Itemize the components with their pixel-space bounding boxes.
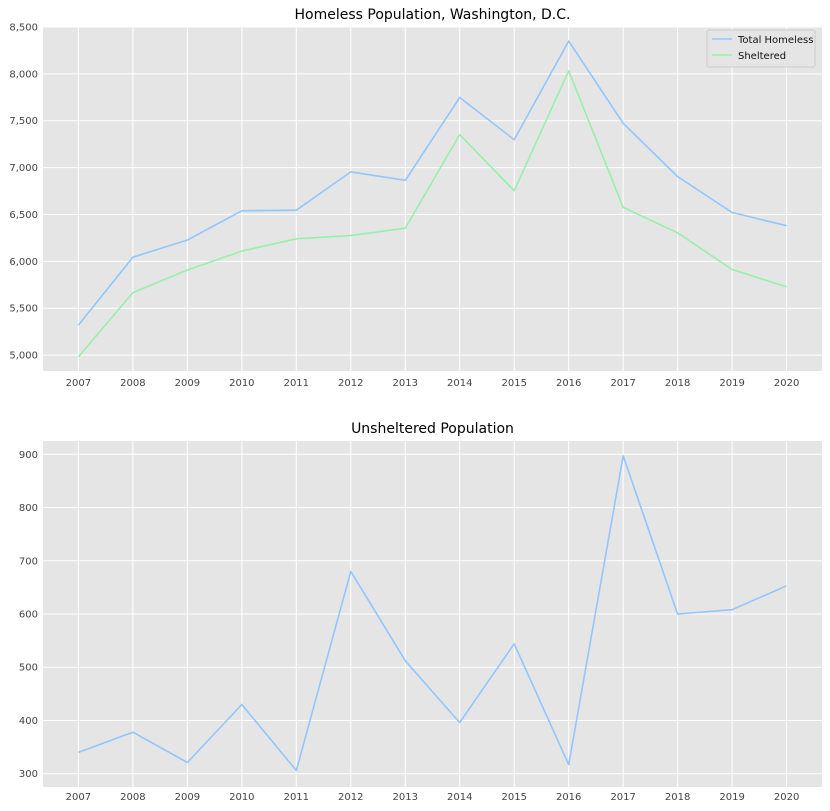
x-tick-label: 2017 — [610, 378, 635, 389]
y-tick-label: 400 — [19, 716, 38, 727]
x-tick-label: 2013 — [393, 378, 418, 389]
x-tick-label: 2020 — [774, 378, 799, 389]
chart-title: Unsheltered Population — [351, 421, 514, 437]
x-tick-label: 2015 — [501, 792, 526, 803]
y-tick-label: 700 — [19, 556, 38, 567]
x-tick-label: 2008 — [120, 378, 145, 389]
x-tick-label: 2019 — [719, 378, 744, 389]
x-tick-label: 2019 — [719, 792, 744, 803]
x-tick-label: 2018 — [665, 792, 690, 803]
x-tick-label: 2007 — [66, 378, 91, 389]
y-tick-label: 5,000 — [9, 351, 38, 362]
x-tick-label: 2012 — [338, 378, 363, 389]
y-tick-label: 800 — [19, 503, 38, 514]
x-tick-label: 2014 — [447, 792, 472, 803]
x-tick-label: 2016 — [556, 792, 581, 803]
x-tick-label: 2016 — [556, 378, 581, 389]
legend: Total Homeless Sheltered — [706, 29, 816, 68]
x-tick-label: 2015 — [501, 378, 526, 389]
legend-box — [706, 29, 816, 68]
y-tick-label: 8,500 — [9, 23, 38, 34]
plot-area — [43, 27, 822, 371]
chart-panel-1: 2007 2008 2009 2010 2011 2012 2013 2014 2015 2016… — [9, 7, 822, 389]
legend-label: Total Homeless — [737, 35, 813, 46]
x-tick-label: 2012 — [338, 792, 363, 803]
x-tick-label: 2009 — [175, 792, 200, 803]
series-line-1 — [78, 455, 787, 772]
y-tick-label: 8,000 — [9, 69, 38, 80]
x-tick-label: 2009 — [175, 378, 200, 389]
x-tick-label: 2010 — [229, 792, 254, 803]
y-tick-label: 300 — [19, 769, 38, 780]
y-tick-label: 900 — [19, 450, 38, 461]
y-tick-label: 7,500 — [9, 116, 38, 127]
x-tick-label: 2011 — [284, 792, 309, 803]
y-tick-label: 7,000 — [9, 163, 38, 174]
y-tick-label: 500 — [19, 663, 38, 674]
x-tick-label: 2014 — [447, 378, 472, 389]
x-tick-label: 2011 — [284, 378, 309, 389]
chart-panel-2: 2007 2008 2009 2010 2011 2012 2013 2014 2015 2016… — [19, 421, 822, 803]
series-line-2 — [77, 70, 787, 358]
x-tick-label: 2010 — [229, 378, 254, 389]
x-tick-label: 2017 — [610, 792, 635, 803]
y-tick-label: 6,000 — [9, 257, 38, 268]
y-tick-label: 600 — [19, 610, 38, 621]
x-tick-label: 2008 — [120, 792, 145, 803]
chart-title: Homeless Population, Washington, D.C. — [295, 7, 571, 23]
legend-label: Sheltered — [738, 51, 786, 62]
x-tick-label: 2013 — [393, 792, 418, 803]
x-tick-label: 2020 — [774, 792, 799, 803]
x-tick-label: 2018 — [665, 378, 690, 389]
y-tick-label: 6,500 — [9, 210, 38, 221]
series-line-1 — [77, 40, 787, 326]
x-tick-label: 2007 — [66, 792, 91, 803]
y-tick-label: 5,500 — [9, 304, 38, 315]
